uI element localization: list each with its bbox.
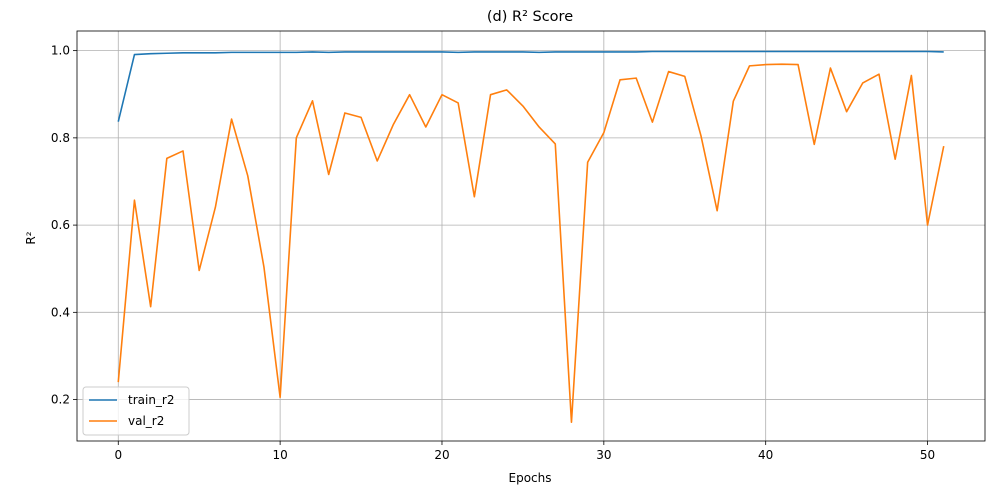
x-tick-label: 10 [272, 448, 287, 462]
y-tick-label: 0.4 [51, 305, 70, 319]
series-line-train-r2 [117, 50, 944, 122]
y-tick-label: 1.0 [51, 44, 70, 58]
x-tick-label: 20 [434, 448, 449, 462]
x-tick-label: 40 [758, 448, 773, 462]
legend-label: train_r2 [128, 393, 175, 407]
x-tick-label: 50 [920, 448, 935, 462]
y-tick-label: 0.2 [51, 393, 70, 407]
legend-box [82, 386, 190, 436]
legend: train_r2 val_r2 [82, 386, 190, 436]
y-axis-label: R² [24, 231, 38, 244]
chart-title: (d) R² Score [487, 9, 573, 25]
plot-area-frame [76, 30, 986, 442]
axis-ticks: 0 10 20 30 40 50 0.2 0.4 0.6 0.8 1.0 [51, 44, 935, 462]
x-tick-label: 30 [596, 448, 611, 462]
x-tick-label: 0 [114, 448, 122, 462]
series-group [117, 50, 945, 424]
y-tick-label: 0.6 [51, 218, 70, 232]
series-line-val-r2 [117, 63, 945, 424]
legend-label: val_r2 [128, 414, 164, 428]
y-tick-label: 0.8 [51, 131, 70, 145]
x-axis-label: Epochs [509, 471, 552, 485]
grid-lines [77, 31, 985, 441]
